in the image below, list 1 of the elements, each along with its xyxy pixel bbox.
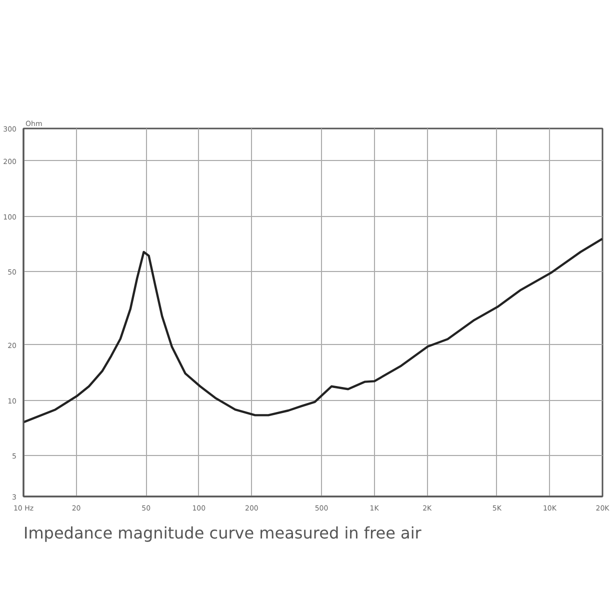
text: Impedance magnitude curve measured in free air — [24, 524, 422, 542]
